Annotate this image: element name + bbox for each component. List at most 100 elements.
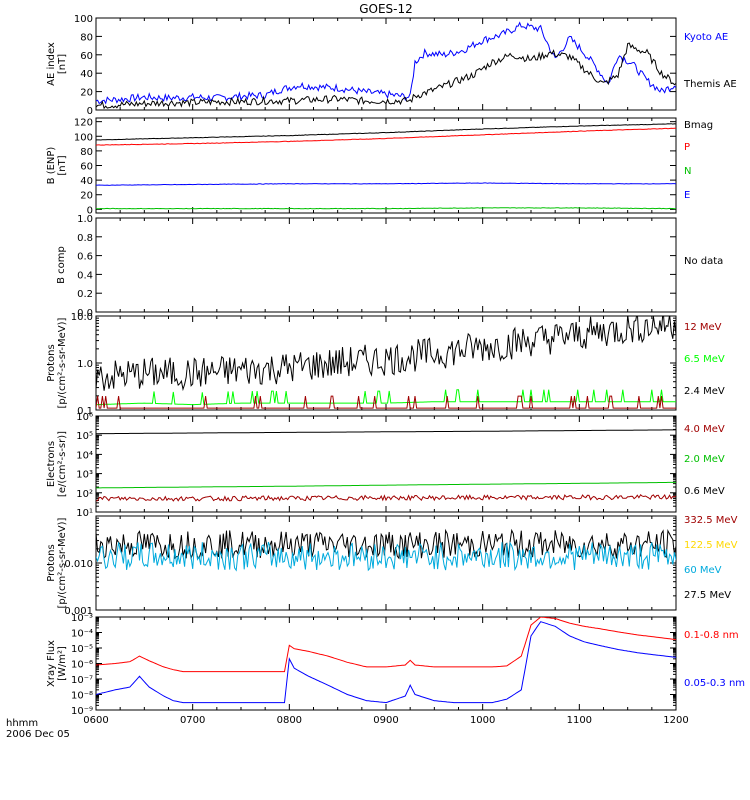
y-tick-label: 10⁴ bbox=[76, 450, 93, 461]
y-tick-label: 0.001 bbox=[64, 606, 93, 617]
x-tick-label: 0900 bbox=[373, 715, 398, 726]
y-tick-label: 20 bbox=[80, 191, 93, 202]
legend-entry: 2.4 MeV bbox=[684, 386, 725, 397]
y-tick-label: 10⁻⁵ bbox=[71, 644, 93, 655]
y-tick-label: 60 bbox=[80, 162, 93, 173]
legend-entry: 12 MeV bbox=[684, 322, 722, 333]
series-line-27-5-mev bbox=[96, 528, 676, 560]
y-tick-label: 10¹ bbox=[76, 508, 93, 519]
y-tick-label: 80 bbox=[80, 147, 93, 158]
legend-entry: 4.0 MeV bbox=[684, 424, 725, 435]
legend-entry: 122.5 MeV bbox=[684, 540, 738, 551]
panel-3: 0.0 0.2 0.4 0.6 0.8 1.0 B comp No data bbox=[56, 214, 723, 319]
panel-4: 0.1 1.0 10.0 Protons [p/(cm²-s-sr-MeV)] 12 Me… bbox=[46, 312, 725, 417]
y-tick-label: 0 bbox=[87, 106, 93, 117]
y-tick-label: 0.1 bbox=[77, 406, 93, 417]
y-tick-label: 0 bbox=[87, 205, 93, 216]
legend-entry: 0.05-0.3 nm bbox=[684, 678, 745, 689]
series-line-themis-ae bbox=[96, 42, 676, 110]
y-tick-label: 20 bbox=[80, 88, 93, 99]
legend-entry: Bmag bbox=[684, 120, 713, 131]
series-line-2-0-mev bbox=[96, 481, 676, 489]
y-tick-label: 10⁶ bbox=[76, 412, 93, 423]
legend-entry: 332.5 MeV bbox=[684, 515, 738, 526]
y-tick-label: 0.010 bbox=[64, 559, 93, 570]
y-tick-label: 100 bbox=[74, 132, 93, 143]
date-label: 2006 Dec 05 bbox=[6, 729, 70, 740]
y-tick-label: 10³ bbox=[76, 470, 93, 481]
y-tick-label: 10.0 bbox=[71, 312, 93, 323]
panel-7: 10⁻⁹ 10⁻⁸ 10⁻⁷ 10⁻⁶ 10⁻⁵ 10⁻⁴ 10⁻³ Xray Flux [W/… bbox=[46, 613, 745, 717]
legend-entry: E bbox=[684, 190, 690, 201]
series-line-0-6-mev bbox=[96, 429, 676, 435]
y-axis-label: [nT] bbox=[57, 155, 68, 175]
y-axis-label: AE index bbox=[46, 42, 57, 86]
series-line-2-4-mev bbox=[96, 316, 676, 392]
y-tick-label: 10⁻⁹ bbox=[71, 706, 93, 717]
legend-entry: N bbox=[684, 166, 691, 177]
legend-entry: 0.1-0.8 nm bbox=[684, 630, 739, 641]
y-tick-label: 0.2 bbox=[77, 289, 93, 300]
y-tick-label: 10⁻⁴ bbox=[71, 629, 93, 640]
y-axis-label: B comp bbox=[56, 246, 67, 284]
y-axis-label: [nT] bbox=[57, 54, 68, 74]
panel-frame bbox=[95, 217, 677, 313]
y-tick-label: 1.0 bbox=[77, 359, 93, 370]
y-tick-label: 10² bbox=[76, 489, 93, 500]
y-tick-label: 60 bbox=[80, 51, 93, 62]
chart-title: GOES-12 bbox=[359, 2, 413, 16]
panel-6: 0.001 0.010 Protons [p/(cm²-s-sr-MeV)] 332.5… bbox=[46, 515, 738, 617]
y-axis-label: Protons bbox=[46, 544, 57, 581]
y-axis-label: [e/(cm²-s-sr)] bbox=[57, 431, 68, 497]
series-line-12-mev bbox=[96, 395, 676, 409]
y-tick-label: 100 bbox=[74, 14, 93, 25]
x-tick-label: 1200 bbox=[663, 715, 688, 726]
panel-frame bbox=[95, 17, 677, 111]
y-tick-label: 10⁻⁷ bbox=[71, 675, 93, 686]
y-axis-label: [p/(cm²-s-sr-MeV)] bbox=[57, 317, 68, 408]
series-line-60-mev bbox=[96, 541, 676, 572]
panel-2: 0 20 40 60 80 100 120 B (ENP) [nT] Bmag P N E bbox=[46, 117, 713, 216]
y-tick-label: 0.8 bbox=[77, 233, 93, 244]
y-tick-label: 80 bbox=[80, 32, 93, 43]
series-line-6-5-mev bbox=[96, 389, 676, 406]
y-tick-label: 0.6 bbox=[77, 252, 93, 263]
legend-entry: P bbox=[684, 142, 690, 153]
x-tick-label: 1100 bbox=[567, 715, 592, 726]
x-tick-label: 0800 bbox=[277, 715, 302, 726]
y-tick-label: 0.4 bbox=[77, 270, 93, 281]
panel-frame bbox=[95, 616, 677, 711]
legend-entry: 27.5 MeV bbox=[684, 590, 731, 601]
time-label: hhmm bbox=[6, 718, 38, 729]
legend-entry: Themis AE bbox=[683, 79, 737, 90]
panel-frame bbox=[95, 117, 677, 214]
y-tick-label: 40 bbox=[80, 176, 93, 187]
series-line-4-0-mev bbox=[96, 494, 676, 502]
legend-entry: Kyoto AE bbox=[684, 32, 728, 43]
y-axis-label: B (ENP) bbox=[46, 147, 57, 185]
panel-5: 10¹ 10² 10³ 10⁴ 10⁵ 10⁶ Electrons [e/(cm²-s-sr)… bbox=[46, 412, 725, 519]
legend-entry: 2.0 MeV bbox=[684, 454, 725, 465]
series-line-0-1-0-8-nm bbox=[96, 617, 676, 673]
y-axis-label: Electrons bbox=[46, 441, 57, 487]
series-line-0-05-0-3-nm bbox=[96, 621, 676, 704]
x-tick-label: 1000 bbox=[470, 715, 495, 726]
y-tick-label: 10⁻³ bbox=[71, 613, 93, 624]
series-line-kyoto-ae bbox=[96, 21, 676, 105]
x-tick-label: 0600 bbox=[83, 715, 108, 726]
y-tick-label: 40 bbox=[80, 69, 93, 80]
panel-series bbox=[96, 21, 676, 110]
y-tick-label: 10⁻⁸ bbox=[71, 691, 93, 702]
x-tick-label: 0700 bbox=[180, 715, 205, 726]
series-line-e bbox=[96, 182, 676, 186]
y-tick-label: 120 bbox=[74, 118, 93, 129]
y-tick-label: 0.0 bbox=[77, 308, 93, 319]
y-tick-label: 10⁻⁶ bbox=[71, 660, 93, 671]
series-line-n bbox=[96, 207, 676, 210]
panel-series bbox=[96, 617, 676, 704]
series-line-bmag bbox=[96, 123, 676, 141]
panel-series bbox=[96, 528, 676, 572]
y-tick-label: 1.0 bbox=[77, 214, 93, 225]
panel-series bbox=[96, 123, 676, 210]
